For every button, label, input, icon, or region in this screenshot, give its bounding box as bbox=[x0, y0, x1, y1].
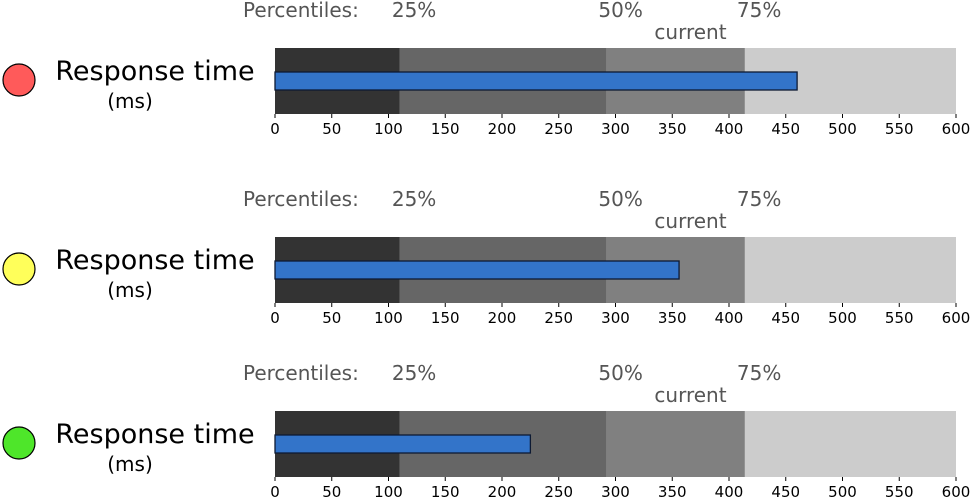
x-tick-label: 450 bbox=[771, 120, 800, 138]
x-tick-label: 500 bbox=[828, 120, 857, 138]
percentile-label-50: 50% bbox=[598, 0, 642, 22]
x-tick-label: 450 bbox=[771, 309, 800, 327]
x-tick-label: 550 bbox=[885, 483, 914, 501]
percentile-label-75: 75% bbox=[737, 0, 781, 22]
status-indicator bbox=[2, 252, 36, 286]
x-tick-label: 350 bbox=[658, 120, 687, 138]
x-tick-label: 400 bbox=[715, 483, 744, 501]
x-tick-label: 50 bbox=[322, 309, 341, 327]
x-tick-label: 100 bbox=[374, 483, 403, 501]
x-tick-label: 200 bbox=[488, 483, 517, 501]
x-tick-label: 50 bbox=[322, 483, 341, 501]
bullet-chart-1: Percentiles: 25% 50% 75% current Response tim… bbox=[2, 0, 971, 138]
x-tick-label: 550 bbox=[885, 120, 914, 138]
status-indicator bbox=[2, 426, 36, 460]
x-tick-label: 100 bbox=[374, 120, 403, 138]
current-value-bar bbox=[274, 260, 680, 280]
percentiles-prefix: Percentiles: bbox=[243, 0, 359, 22]
percentile-label-50: 50% bbox=[598, 187, 642, 211]
x-tick-label: 350 bbox=[658, 483, 687, 501]
percentile-label-75: 75% bbox=[737, 187, 781, 211]
x-tick-label: 300 bbox=[601, 483, 630, 501]
x-tick-label: 200 bbox=[488, 309, 517, 327]
x-tick-label: 300 bbox=[601, 309, 630, 327]
bullet-chart-3: Percentiles: 25% 50% 75% current Response tim… bbox=[2, 361, 971, 501]
percentile-label-75: 75% bbox=[737, 361, 781, 385]
x-tick-label: 600 bbox=[942, 120, 971, 138]
x-tick-label: 300 bbox=[601, 120, 630, 138]
range-band-4 bbox=[744, 237, 956, 303]
current-label: current bbox=[654, 20, 726, 44]
x-tick-label: 0 bbox=[270, 483, 280, 501]
x-tick-label: 250 bbox=[544, 483, 573, 501]
x-tick-label: 50 bbox=[322, 120, 341, 138]
percentiles-prefix: Percentiles: bbox=[243, 361, 359, 385]
range-band-4 bbox=[744, 411, 956, 477]
bullet-chart-2: Percentiles: 25% 50% 75% current Response tim… bbox=[2, 187, 971, 327]
chart-title: Response time bbox=[55, 419, 254, 450]
current-label: current bbox=[654, 383, 726, 407]
current-value-bar bbox=[274, 71, 798, 91]
current-value-bar bbox=[274, 434, 532, 454]
percentile-label-25: 25% bbox=[392, 187, 436, 211]
x-tick-label: 400 bbox=[715, 309, 744, 327]
x-tick-label: 0 bbox=[270, 309, 280, 327]
x-tick-label: 600 bbox=[942, 309, 971, 327]
x-tick-label: 550 bbox=[885, 309, 914, 327]
current-label: current bbox=[654, 209, 726, 233]
status-indicator bbox=[2, 63, 36, 97]
percentile-label-25: 25% bbox=[392, 361, 436, 385]
chart-title: Response time bbox=[55, 245, 254, 276]
x-tick-label: 500 bbox=[828, 309, 857, 327]
chart-unit: (ms) bbox=[107, 89, 153, 113]
x-tick-label: 100 bbox=[374, 309, 403, 327]
percentile-label-50: 50% bbox=[598, 361, 642, 385]
chart-unit: (ms) bbox=[107, 452, 153, 476]
x-tick-label: 150 bbox=[431, 483, 460, 501]
x-tick-label: 450 bbox=[771, 483, 800, 501]
x-tick-label: 500 bbox=[828, 483, 857, 501]
chart-unit: (ms) bbox=[107, 278, 153, 302]
percentiles-prefix: Percentiles: bbox=[243, 187, 359, 211]
percentile-label-25: 25% bbox=[392, 0, 436, 22]
x-tick-label: 250 bbox=[544, 120, 573, 138]
x-tick-label: 600 bbox=[942, 483, 971, 501]
chart-title: Response time bbox=[55, 56, 254, 87]
x-tick-label: 250 bbox=[544, 309, 573, 327]
x-tick-label: 200 bbox=[488, 120, 517, 138]
x-tick-label: 150 bbox=[431, 309, 460, 327]
x-tick-label: 400 bbox=[715, 120, 744, 138]
x-tick-label: 350 bbox=[658, 309, 687, 327]
x-tick-label: 150 bbox=[431, 120, 460, 138]
range-band-3 bbox=[606, 411, 745, 477]
x-tick-label: 0 bbox=[270, 120, 280, 138]
